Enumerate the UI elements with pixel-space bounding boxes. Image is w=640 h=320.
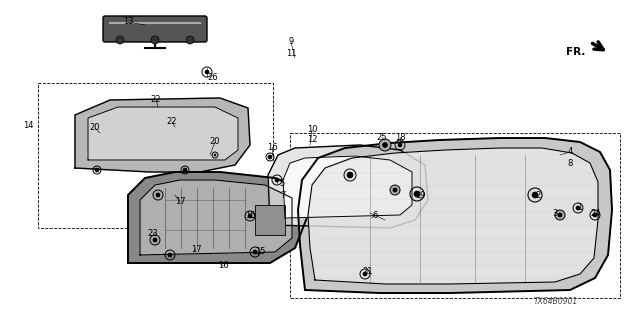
Text: 15: 15 <box>255 247 265 257</box>
Polygon shape <box>88 107 238 160</box>
Text: 9: 9 <box>289 37 294 46</box>
Text: 6: 6 <box>372 211 378 220</box>
Circle shape <box>214 154 216 156</box>
Text: 17: 17 <box>191 244 202 253</box>
Circle shape <box>168 253 172 257</box>
Text: 15: 15 <box>244 212 255 220</box>
Text: 17: 17 <box>175 197 186 206</box>
Circle shape <box>393 188 397 192</box>
Text: 13: 13 <box>123 18 133 27</box>
Text: 22: 22 <box>151 95 161 105</box>
Bar <box>38 83 273 228</box>
Text: TX64B0901: TX64B0901 <box>534 298 578 307</box>
Text: 23: 23 <box>148 228 158 237</box>
Text: 26: 26 <box>208 73 218 82</box>
Circle shape <box>398 143 402 147</box>
Text: 19: 19 <box>415 190 425 199</box>
Text: FR.: FR. <box>566 47 585 57</box>
Text: 21: 21 <box>363 267 373 276</box>
Text: 20: 20 <box>210 138 220 147</box>
Text: 20: 20 <box>90 124 100 132</box>
Circle shape <box>116 36 124 44</box>
Circle shape <box>576 206 580 210</box>
Circle shape <box>95 168 99 172</box>
Circle shape <box>414 191 420 197</box>
Text: 16: 16 <box>218 261 228 270</box>
Circle shape <box>347 172 353 178</box>
Circle shape <box>253 250 257 254</box>
Polygon shape <box>140 180 292 255</box>
Text: 4: 4 <box>568 148 573 156</box>
Circle shape <box>268 155 272 159</box>
Text: 16: 16 <box>267 142 277 151</box>
Circle shape <box>558 213 562 217</box>
Text: 14: 14 <box>23 121 33 130</box>
Bar <box>290 133 620 298</box>
Text: 11: 11 <box>285 49 296 58</box>
Text: 24: 24 <box>591 209 601 218</box>
Circle shape <box>363 272 367 276</box>
Polygon shape <box>283 156 412 218</box>
Text: 3: 3 <box>552 209 557 218</box>
Text: 1: 1 <box>577 204 582 212</box>
Text: 8: 8 <box>567 158 573 167</box>
Circle shape <box>593 213 597 217</box>
Polygon shape <box>75 98 250 172</box>
Circle shape <box>183 168 187 172</box>
Text: 22: 22 <box>167 117 177 126</box>
Circle shape <box>151 36 159 44</box>
Circle shape <box>379 139 391 151</box>
Circle shape <box>383 143 387 148</box>
Text: 12: 12 <box>307 135 317 145</box>
Polygon shape <box>298 138 612 293</box>
FancyBboxPatch shape <box>103 16 207 42</box>
Text: 10: 10 <box>307 125 317 134</box>
Text: 2: 2 <box>536 190 541 199</box>
Circle shape <box>248 214 252 218</box>
Polygon shape <box>308 148 598 284</box>
Text: 5: 5 <box>280 179 285 188</box>
Circle shape <box>150 235 160 245</box>
Bar <box>255 205 285 235</box>
Text: 7: 7 <box>280 190 285 199</box>
Circle shape <box>390 185 400 195</box>
Text: 18: 18 <box>395 132 405 141</box>
Circle shape <box>156 193 160 197</box>
Circle shape <box>275 178 279 182</box>
Circle shape <box>153 238 157 242</box>
Text: 25: 25 <box>377 132 387 141</box>
Polygon shape <box>268 145 428 228</box>
Circle shape <box>555 210 565 220</box>
Polygon shape <box>128 172 308 263</box>
Circle shape <box>186 36 194 44</box>
Circle shape <box>532 192 538 198</box>
Circle shape <box>205 70 209 74</box>
